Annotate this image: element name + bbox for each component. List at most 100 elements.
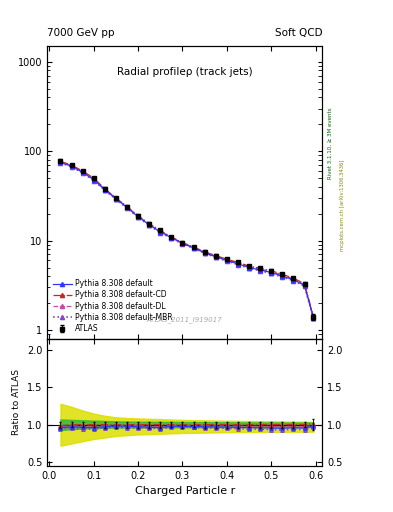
Line: Pythia 8.308 default-MBR: Pythia 8.308 default-MBR (59, 161, 316, 321)
Pythia 8.308 default-CD (103, 186, 107, 192)
Text: ATLAS_2011_I919017: ATLAS_2011_I919017 (147, 316, 222, 323)
Pythia 8.308 default-CD (158, 227, 163, 233)
Pythia 8.308 default-DL (291, 276, 296, 282)
Pythia 8.308 default-MBR (125, 205, 129, 211)
Text: Radial profileρ (track jets): Radial profileρ (track jets) (117, 67, 253, 77)
Pythia 8.308 default-CD (180, 240, 185, 246)
Pythia 8.308 default-CD (291, 275, 296, 281)
Pythia 8.308 default-CD (147, 221, 152, 227)
Pythia 8.308 default-DL (269, 269, 274, 275)
Pythia 8.308 default-MBR (58, 160, 63, 166)
Pythia 8.308 default-CD (235, 260, 240, 266)
Pythia 8.308 default (302, 283, 307, 289)
Pythia 8.308 default-DL (311, 314, 316, 321)
Pythia 8.308 default-CD (258, 265, 263, 271)
Pythia 8.308 default-CD (191, 244, 196, 250)
Pythia 8.308 default-DL (258, 266, 263, 272)
Legend: Pythia 8.308 default, Pythia 8.308 default-CD, Pythia 8.308 default-DL, Pythia 8: Pythia 8.308 default, Pythia 8.308 defau… (51, 278, 174, 335)
Line: Pythia 8.308 default: Pythia 8.308 default (59, 160, 316, 319)
Pythia 8.308 default (147, 222, 152, 228)
Pythia 8.308 default-MBR (80, 170, 85, 176)
Pythia 8.308 default-CD (213, 252, 218, 259)
Pythia 8.308 default-DL (80, 168, 85, 175)
Pythia 8.308 default-MBR (224, 258, 229, 264)
Pythia 8.308 default-MBR (103, 187, 107, 194)
Pythia 8.308 default-DL (58, 159, 63, 165)
Pythia 8.308 default-CD (269, 268, 274, 274)
Pythia 8.308 default-DL (158, 228, 163, 234)
Text: Rivet 3.1.10, ≥ 3M events: Rivet 3.1.10, ≥ 3M events (328, 108, 333, 179)
Pythia 8.308 default-CD (202, 249, 207, 255)
Pythia 8.308 default (180, 240, 185, 246)
Pythia 8.308 default-MBR (280, 274, 285, 280)
Pythia 8.308 default (311, 314, 316, 321)
Pythia 8.308 default-DL (147, 221, 152, 227)
Pythia 8.308 default-CD (247, 263, 252, 269)
Pythia 8.308 default-DL (114, 195, 118, 201)
Y-axis label: Ratio to ATLAS: Ratio to ATLAS (12, 369, 21, 435)
Text: mcplots.cern.ch [arXiv:1306.3436]: mcplots.cern.ch [arXiv:1306.3436] (340, 159, 345, 250)
Pythia 8.308 default-DL (69, 163, 74, 169)
Pythia 8.308 default (235, 261, 240, 267)
Pythia 8.308 default-CD (169, 234, 174, 240)
Pythia 8.308 default (80, 169, 85, 176)
Pythia 8.308 default-DL (191, 244, 196, 250)
Pythia 8.308 default-CD (58, 158, 63, 164)
Pythia 8.308 default-MBR (311, 315, 316, 322)
Pythia 8.308 default (125, 204, 129, 210)
Pythia 8.308 default (280, 273, 285, 279)
Pythia 8.308 default-MBR (158, 229, 163, 236)
Pythia 8.308 default-MBR (114, 196, 118, 202)
Pythia 8.308 default (158, 229, 163, 235)
Pythia 8.308 default-MBR (191, 245, 196, 251)
Pythia 8.308 default (169, 234, 174, 241)
Pythia 8.308 default (269, 269, 274, 275)
Pythia 8.308 default-DL (224, 257, 229, 263)
Pythia 8.308 default-MBR (136, 215, 140, 221)
Pythia 8.308 default-DL (247, 264, 252, 270)
Pythia 8.308 default-DL (302, 282, 307, 288)
Pythia 8.308 default (247, 265, 252, 271)
Line: Pythia 8.308 default-CD: Pythia 8.308 default-CD (59, 159, 316, 318)
Pythia 8.308 default-MBR (180, 241, 185, 247)
Pythia 8.308 default-DL (136, 213, 140, 219)
Pythia 8.308 default-DL (180, 240, 185, 246)
Pythia 8.308 default (92, 177, 96, 183)
Pythia 8.308 default-MBR (202, 250, 207, 257)
Pythia 8.308 default-MBR (247, 265, 252, 271)
Pythia 8.308 default-DL (280, 272, 285, 279)
Pythia 8.308 default-CD (125, 204, 129, 210)
Pythia 8.308 default-CD (224, 256, 229, 262)
Pythia 8.308 default-CD (280, 271, 285, 278)
Pythia 8.308 default-MBR (302, 283, 307, 289)
Pythia 8.308 default (258, 267, 263, 273)
Pythia 8.308 default-CD (114, 195, 118, 201)
Pythia 8.308 default-DL (103, 186, 107, 193)
Pythia 8.308 default-CD (302, 281, 307, 287)
Pythia 8.308 default-CD (136, 212, 140, 219)
Pythia 8.308 default-CD (311, 313, 316, 319)
Pythia 8.308 default (136, 214, 140, 220)
Pythia 8.308 default-MBR (213, 254, 218, 261)
Pythia 8.308 default-DL (202, 249, 207, 255)
Pythia 8.308 default (213, 253, 218, 260)
Pythia 8.308 default (69, 163, 74, 169)
Pythia 8.308 default-MBR (235, 262, 240, 268)
Pythia 8.308 default (224, 258, 229, 264)
Pythia 8.308 default-CD (69, 162, 74, 168)
Pythia 8.308 default-DL (125, 204, 129, 210)
Pythia 8.308 default-MBR (269, 270, 274, 276)
Pythia 8.308 default (58, 159, 63, 165)
Pythia 8.308 default (103, 187, 107, 193)
Pythia 8.308 default (291, 276, 296, 283)
Pythia 8.308 default-DL (92, 176, 96, 182)
Pythia 8.308 default (114, 196, 118, 202)
Pythia 8.308 default (202, 250, 207, 256)
Pythia 8.308 default-DL (169, 234, 174, 240)
Pythia 8.308 default (191, 245, 196, 251)
Pythia 8.308 default-MBR (92, 178, 96, 184)
Text: 7000 GeV pp: 7000 GeV pp (47, 28, 115, 38)
X-axis label: Charged Particle r: Charged Particle r (134, 486, 235, 496)
Pythia 8.308 default-DL (213, 253, 218, 259)
Text: Soft QCD: Soft QCD (275, 28, 322, 38)
